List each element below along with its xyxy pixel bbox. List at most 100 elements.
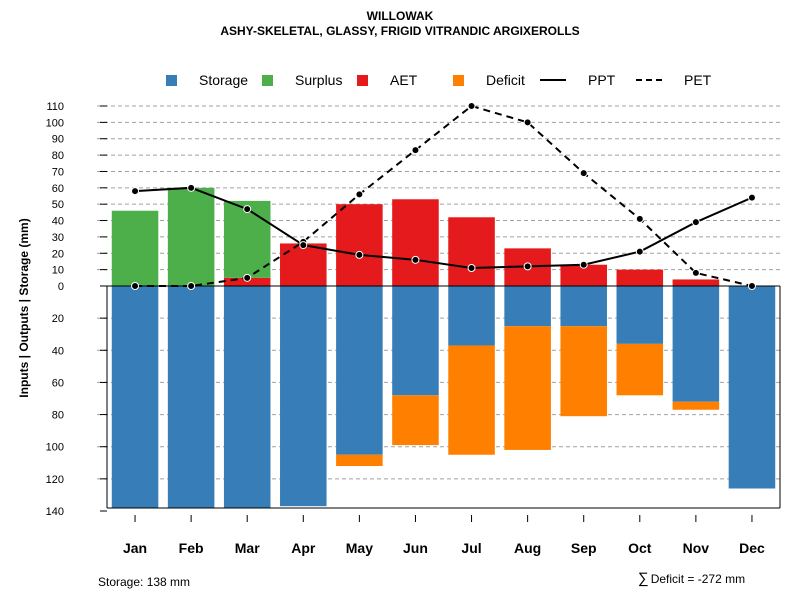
chart-subtitle: ASHY-SKELETAL, GLASSY, FRIGID VITRANDIC … <box>220 24 580 38</box>
pet-point <box>243 273 252 282</box>
y-tick-label: 0 <box>58 281 64 293</box>
legend-item-aet: AET <box>357 70 417 90</box>
y-tick-label: 40 <box>52 345 64 357</box>
pet-point <box>411 146 420 155</box>
legend-swatch-surplus <box>262 74 273 86</box>
legend-label-deficit: Deficit <box>486 72 525 88</box>
ppt-point <box>579 260 588 269</box>
x-tick-label: Sep <box>571 540 597 556</box>
legend-item-pet: PET <box>636 70 711 90</box>
ppt-point <box>187 183 196 192</box>
aet-bar <box>336 204 383 286</box>
storage-bar <box>560 286 607 327</box>
y-tick-label: 10 <box>52 265 64 277</box>
storage-bar <box>223 286 271 508</box>
y-tick-label: 80 <box>52 150 64 162</box>
surplus-bar <box>167 187 215 286</box>
x-tick-label: Aug <box>514 540 541 556</box>
pet-point <box>747 282 756 290</box>
y-tick-label: 80 <box>52 410 64 422</box>
y-tick-label: 120 <box>46 474 64 486</box>
legend-line-ppt <box>540 79 566 81</box>
y-tick-label: 100 <box>46 442 64 454</box>
ppt-point <box>523 262 532 271</box>
x-tick-label: Jan <box>123 540 147 556</box>
ppt-point <box>467 264 476 272</box>
y-tick-label: 60 <box>52 183 64 195</box>
x-tick-label: Nov <box>683 540 710 556</box>
aet-bar <box>223 277 271 286</box>
ppt-point <box>355 250 364 259</box>
legend-item-surplus: Surplus <box>262 70 342 90</box>
legend-item-deficit: Deficit <box>453 70 525 90</box>
legend-swatch-deficit <box>453 74 464 86</box>
x-tick-label: Jul <box>461 540 481 556</box>
aet-bar <box>560 264 607 286</box>
y-tick-label: 100 <box>46 117 64 129</box>
ppt-point <box>131 187 140 196</box>
pet-line <box>135 104 753 287</box>
chart-title: WILLOWAK <box>366 9 434 23</box>
chart-legend: Storage Surplus AET Deficit PPT PET <box>0 70 800 90</box>
legend-label-aet: AET <box>390 72 418 88</box>
deficit-summary-text: Deficit = -272 mm <box>650 571 746 586</box>
storage-bar <box>336 286 383 455</box>
pet-point <box>467 102 476 110</box>
aet-bar <box>672 279 720 286</box>
ppt-point <box>299 241 308 250</box>
y-tick-label: 70 <box>52 166 64 178</box>
storage-summary: Storage: 138 mm <box>98 575 191 589</box>
x-tick-label: Feb <box>179 540 204 556</box>
legend-label-ppt: PPT <box>588 72 616 88</box>
aet-bar <box>392 199 439 286</box>
storage-bar <box>167 286 215 508</box>
ppt-point <box>411 255 420 264</box>
y-tick-label: 110 <box>46 101 64 113</box>
aet-bar <box>448 217 495 286</box>
ppt-point <box>747 193 756 202</box>
pet-point <box>691 268 700 277</box>
y-tick-label: 140 <box>46 506 64 518</box>
legend-swatch-storage <box>166 74 177 86</box>
legend-item-ppt: PPT <box>540 70 615 90</box>
x-tick-label: Oct <box>628 540 652 556</box>
deficit-bar <box>336 454 383 466</box>
x-tick-label: May <box>346 540 373 556</box>
deficit-bar <box>616 343 664 396</box>
pet-point <box>579 169 588 178</box>
storage-bar <box>616 286 664 344</box>
ppt-point <box>243 205 252 214</box>
legend-label-surplus: Surplus <box>295 72 343 88</box>
y-tick-label: 60 <box>52 377 64 389</box>
x-tick-label: Dec <box>739 540 765 556</box>
legend-swatch-aet <box>357 74 368 86</box>
y-tick-label: 30 <box>52 232 64 244</box>
storage-bar <box>280 286 327 507</box>
x-tick-label: Apr <box>291 540 316 556</box>
pet-point <box>523 118 532 127</box>
x-tick-label: Mar <box>235 540 260 556</box>
y-axis-label: Inputs | Outputs | Storage (mm) <box>17 218 31 397</box>
aet-bar <box>280 243 327 286</box>
surplus-bar <box>111 210 159 286</box>
ppt-line <box>134 186 753 270</box>
y-tick-label: 40 <box>52 216 64 228</box>
deficit-bar <box>672 401 720 410</box>
y-tick-label: 50 <box>52 199 64 211</box>
deficit-bar <box>448 345 495 455</box>
x-tick-label: Jun <box>403 540 428 556</box>
y-tick-label: 20 <box>52 248 64 260</box>
y-tick-label: 20 <box>52 313 64 325</box>
sum-symbol: ∑ <box>638 570 649 587</box>
deficit-bar <box>392 395 439 446</box>
surplus-bar <box>223 200 271 278</box>
ppt-point <box>635 247 644 256</box>
legend-line-pet <box>636 79 662 81</box>
storage-bar <box>392 286 439 396</box>
deficit-summary: ∑ Deficit = -272 mm <box>638 570 745 587</box>
pet-point <box>131 282 140 290</box>
y-tick-label: 90 <box>52 134 64 146</box>
storage-bar <box>504 286 551 327</box>
legend-item-storage: Storage <box>166 70 248 90</box>
